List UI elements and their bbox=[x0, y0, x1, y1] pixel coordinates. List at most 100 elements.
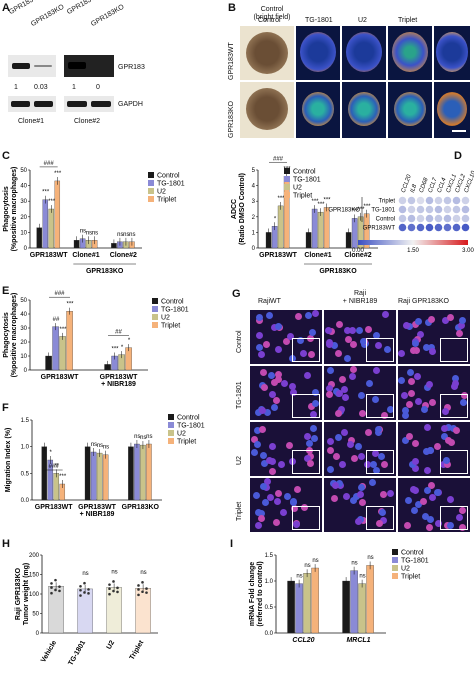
cell bbox=[344, 335, 352, 343]
cell bbox=[289, 389, 297, 397]
bar bbox=[311, 208, 318, 249]
heatmap-cell bbox=[461, 223, 470, 232]
cell bbox=[457, 321, 465, 329]
bar bbox=[358, 583, 366, 634]
inset-box bbox=[292, 450, 320, 474]
x-tick-label: Clone#2 bbox=[110, 252, 137, 259]
legend-label: U2 bbox=[161, 315, 170, 322]
cell bbox=[422, 401, 430, 409]
cell bbox=[260, 459, 268, 467]
cell bbox=[444, 403, 452, 411]
data-point bbox=[108, 592, 111, 596]
cell bbox=[411, 457, 419, 465]
y-tick-label: 1.5 bbox=[21, 418, 30, 424]
cell bbox=[274, 370, 282, 378]
cell bbox=[426, 516, 434, 523]
significance-mark: ### bbox=[49, 464, 60, 470]
data-point bbox=[137, 593, 140, 597]
significance-mark: ns bbox=[103, 445, 109, 451]
blot-gpr183-clone1 bbox=[8, 55, 56, 77]
data-point bbox=[141, 581, 144, 584]
cell bbox=[407, 369, 415, 377]
cell bbox=[376, 519, 384, 527]
inset-box bbox=[292, 506, 320, 530]
blot-gapdh-clone1 bbox=[8, 96, 56, 112]
y-tick-label: 0.5 bbox=[265, 605, 274, 611]
cell bbox=[270, 379, 278, 387]
x-tick-label: GPR183WT bbox=[35, 504, 73, 511]
legend-label: TG-1801 bbox=[161, 307, 189, 314]
cell bbox=[423, 487, 431, 495]
cell bbox=[421, 405, 429, 413]
col-label: RajiWT bbox=[258, 298, 281, 305]
data-point bbox=[79, 584, 82, 588]
significance-mark: *** bbox=[48, 199, 56, 205]
y-tick-label: 0 bbox=[36, 631, 40, 637]
x-tick-label: GPR183WT bbox=[41, 374, 79, 381]
bar bbox=[102, 454, 109, 501]
microscopy-image bbox=[398, 366, 470, 420]
cell bbox=[340, 428, 348, 436]
y-tick-label: 0 bbox=[252, 246, 256, 252]
cell bbox=[292, 520, 300, 528]
data-point bbox=[58, 585, 61, 588]
cell bbox=[398, 349, 406, 357]
clone-label: Clone#1 bbox=[18, 118, 45, 125]
legend-swatch bbox=[168, 438, 174, 444]
bar bbox=[287, 580, 295, 634]
cell bbox=[357, 491, 365, 499]
cell bbox=[447, 313, 455, 321]
x-tick-label: GPR183WT bbox=[30, 252, 68, 259]
cell bbox=[259, 368, 267, 376]
heatmap-cell bbox=[416, 214, 425, 223]
fluorescence-image bbox=[388, 82, 432, 138]
cell bbox=[372, 331, 380, 339]
microscopy-image bbox=[250, 310, 322, 364]
bar bbox=[48, 208, 55, 249]
cell bbox=[261, 498, 269, 506]
cell bbox=[363, 461, 371, 469]
cell bbox=[383, 345, 391, 353]
heatmap-cell bbox=[407, 205, 416, 214]
y-tick-label: 50 bbox=[32, 612, 39, 618]
cell bbox=[269, 443, 277, 451]
significance-mark: * bbox=[121, 345, 124, 351]
significance-mark: ns bbox=[97, 443, 103, 449]
significance-mark: ns bbox=[146, 434, 152, 440]
cell bbox=[250, 435, 258, 443]
x-tick-label: Vehicle bbox=[40, 639, 58, 663]
data-point bbox=[50, 591, 53, 595]
panel-label-a: A bbox=[2, 2, 10, 14]
fluorescence-image bbox=[296, 26, 340, 80]
cell bbox=[427, 316, 435, 324]
significance-mark: ns bbox=[304, 563, 310, 569]
cell bbox=[266, 494, 274, 502]
significance-mark: ns bbox=[359, 573, 365, 579]
heatmap-cell bbox=[461, 205, 470, 214]
x-tick-label: U2 bbox=[106, 639, 117, 650]
heatmap-cell bbox=[443, 196, 452, 205]
cell bbox=[375, 341, 383, 349]
significance-mark: *** bbox=[42, 190, 50, 196]
heatmap-cell bbox=[434, 223, 443, 232]
significance-mark: *** bbox=[277, 196, 285, 202]
cell bbox=[308, 350, 316, 358]
gene-label: CXCL10 bbox=[464, 170, 474, 194]
significance-mark: * bbox=[128, 338, 131, 344]
y-tick-label: 20 bbox=[20, 340, 27, 346]
cell bbox=[268, 390, 276, 398]
bar bbox=[277, 205, 284, 249]
group-label: GPR183KO bbox=[86, 268, 124, 275]
cell bbox=[421, 512, 429, 520]
microscopy-image bbox=[250, 422, 322, 476]
inset-box bbox=[366, 506, 394, 530]
y-tick-label: 10 bbox=[20, 230, 27, 236]
x-tick-label: Triplet bbox=[129, 639, 146, 661]
cell bbox=[429, 347, 437, 355]
data-point bbox=[108, 587, 111, 591]
cell bbox=[415, 500, 423, 508]
row-label: TG-1801 bbox=[236, 381, 243, 409]
cell bbox=[379, 491, 387, 499]
